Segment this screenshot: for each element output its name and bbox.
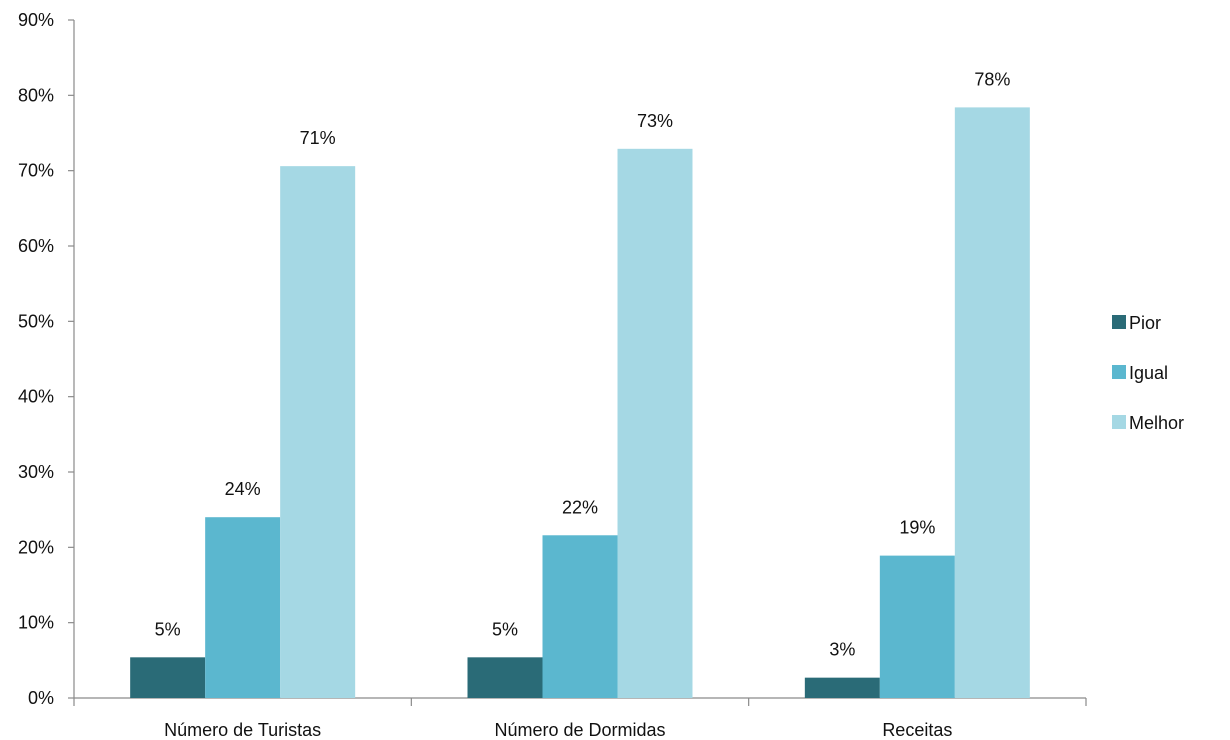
y-tick-label: 0% [28, 688, 54, 708]
data-label: 19% [899, 518, 935, 538]
bars [130, 107, 1030, 699]
legend: Pior Igual Melhor [1112, 313, 1184, 433]
data-label: 73% [637, 111, 673, 131]
bar-igual [879, 555, 955, 698]
y-tick-label: 30% [18, 462, 54, 482]
axes: 0% 10% 20% 30% 40% 50% 60% 70% 80% 90% Número de T… [18, 10, 1087, 740]
y-tick-label: 80% [18, 85, 54, 105]
bar-pior [804, 677, 880, 698]
y-tick-label: 60% [18, 236, 54, 256]
bar-pior [130, 657, 206, 698]
legend-swatch-melhor [1112, 415, 1126, 429]
data-label: 3% [829, 640, 855, 660]
legend-label: Pior [1129, 313, 1161, 333]
data-label: 22% [562, 497, 598, 517]
y-tick-label: 10% [18, 613, 54, 633]
bar-igual [205, 517, 281, 698]
y-tick-label: 90% [18, 10, 54, 30]
y-tick-label: 20% [18, 537, 54, 557]
bar-igual [542, 535, 618, 698]
data-labels: 5% 5% 3% 24% 22% 19% 71% 73% 78% [155, 69, 1011, 659]
data-label: 78% [974, 69, 1010, 89]
data-label: 71% [300, 128, 336, 148]
bar-pior [467, 657, 543, 698]
data-label: 5% [155, 619, 181, 639]
y-tick-label: 40% [18, 387, 54, 407]
legend-label: Igual [1129, 363, 1168, 383]
y-tick-label: 70% [18, 161, 54, 181]
x-tick-label: Número de Dormidas [494, 720, 665, 740]
data-label: 5% [492, 619, 518, 639]
legend-swatch-igual [1112, 365, 1126, 379]
bar-melhor [954, 107, 1030, 699]
data-label: 24% [225, 479, 261, 499]
bar-melhor [280, 166, 356, 698]
y-tick-label: 50% [18, 311, 54, 331]
legend-label: Melhor [1129, 413, 1184, 433]
legend-swatch-pior [1112, 315, 1126, 329]
bar-melhor [617, 148, 693, 698]
x-tick-label: Número de Turistas [164, 720, 321, 740]
x-tick-label: Receitas [882, 720, 952, 740]
